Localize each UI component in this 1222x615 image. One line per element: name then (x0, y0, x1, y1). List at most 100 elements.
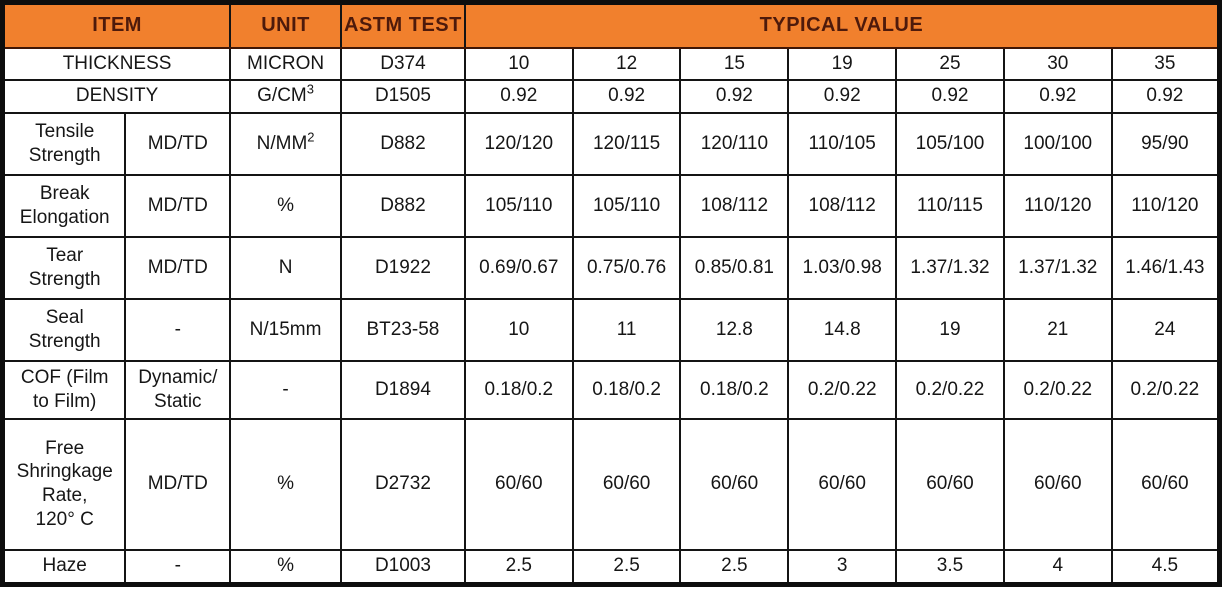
cell-value: 0.92 (1110, 78, 1221, 114)
cell-value: 120/110 (679, 111, 790, 176)
cell-astm: D374 (339, 46, 466, 81)
cell-value: 30 (1002, 46, 1113, 81)
cell-value: 25 (895, 46, 1005, 81)
row-tensile-strength: Tensile Strength MD/TD N/MM2 D882 120/12… (1, 111, 1221, 176)
cell-value: 60/60 (1002, 417, 1113, 551)
cell-astm: D1922 (339, 235, 466, 300)
cell-item: Tensile Strength (1, 111, 127, 176)
cell-item-sub: - (124, 548, 232, 586)
cell-astm: BT23-58 (339, 297, 466, 362)
row-thickness: THICKNESS MICRON D374 10 12 15 19 25 30 … (1, 46, 1221, 81)
cell-item-sub: MD/TD (124, 417, 232, 551)
row-haze: Haze - % D1003 2.5 2.5 2.5 3 3.5 4 4.5 (1, 548, 1221, 586)
cell-value: 0.18/0.2 (679, 359, 790, 420)
cell-value: 0.75/0.76 (571, 235, 682, 300)
cell-value: 0.85/0.81 (679, 235, 790, 300)
cell-item: Free Shringkage Rate, 120° C (1, 417, 127, 551)
cell-unit: G/CM3 (229, 78, 342, 114)
cell-value: 60/60 (895, 417, 1005, 551)
cell-astm: D1003 (339, 548, 466, 586)
cell-value: 110/105 (787, 111, 898, 176)
cell-item: Seal Strength (1, 297, 127, 362)
cell-item: DENSITY (1, 78, 232, 114)
cell-value: 12.8 (679, 297, 790, 362)
cell-value: 21 (1002, 297, 1113, 362)
header-item: ITEM (1, 1, 232, 49)
cell-value: 0.92 (787, 78, 898, 114)
cell-value: 0.18/0.2 (571, 359, 682, 420)
header-typical-value: TYPICAL VALUE (463, 1, 1221, 49)
cell-value: 60/60 (463, 417, 574, 551)
cell-value: 0.2/0.22 (1110, 359, 1221, 420)
cell-value: 105/110 (571, 173, 682, 238)
cell-unit: N/MM2 (229, 111, 342, 176)
header-unit: UNIT (229, 1, 342, 49)
row-free-shrinkage-rate: Free Shringkage Rate, 120° C MD/TD % D27… (1, 417, 1221, 551)
cell-value: 2.5 (571, 548, 682, 586)
cell-value: 0.69/0.67 (463, 235, 574, 300)
cell-value: 0.92 (679, 78, 790, 114)
cell-value: 1.37/1.32 (1002, 235, 1113, 300)
cell-value: 0.92 (463, 78, 574, 114)
cell-value: 15 (679, 46, 790, 81)
cell-value: 0.92 (571, 78, 682, 114)
cell-value: 19 (787, 46, 898, 81)
cell-value: 4.5 (1110, 548, 1221, 586)
cell-value: 10 (463, 297, 574, 362)
cell-value: 120/115 (571, 111, 682, 176)
cell-item: COF (Film to Film) (1, 359, 127, 420)
cell-value: 120/120 (463, 111, 574, 176)
cell-value: 105/100 (895, 111, 1005, 176)
cell-value: 0.2/0.22 (787, 359, 898, 420)
cell-value: 2.5 (463, 548, 574, 586)
cell-value: 12 (571, 46, 682, 81)
cell-value: 105/110 (463, 173, 574, 238)
cell-item-sub: Dynamic/ Static (124, 359, 232, 420)
cell-value: 1.37/1.32 (895, 235, 1005, 300)
cell-unit: N (229, 235, 342, 300)
cell-unit: % (229, 548, 342, 586)
cell-value: 10 (463, 46, 574, 81)
header-astm-test: ASTM TEST (339, 1, 466, 49)
spec-table: ITEM UNIT ASTM TEST TYPICAL VALUE THICKN… (0, 0, 1222, 587)
cell-value: 3 (787, 548, 898, 586)
table-header-row: ITEM UNIT ASTM TEST TYPICAL VALUE (1, 1, 1221, 49)
cell-unit: N/15mm (229, 297, 342, 362)
cell-unit: % (229, 173, 342, 238)
cell-astm: D1505 (339, 78, 466, 114)
cell-value: 60/60 (679, 417, 790, 551)
cell-value: 0.2/0.22 (1002, 359, 1113, 420)
cell-value: 1.46/1.43 (1110, 235, 1221, 300)
cell-value: 0.18/0.2 (463, 359, 574, 420)
cell-item-sub: - (124, 297, 232, 362)
cell-value: 0.2/0.22 (895, 359, 1005, 420)
cell-value: 110/120 (1110, 173, 1221, 238)
cell-item: Tear Strength (1, 235, 127, 300)
cell-value: 60/60 (787, 417, 898, 551)
cell-value: 14.8 (787, 297, 898, 362)
cell-unit: MICRON (229, 46, 342, 81)
row-seal-strength: Seal Strength - N/15mm BT23-58 10 11 12.… (1, 297, 1221, 362)
cell-value: 108/112 (787, 173, 898, 238)
cell-item-sub: MD/TD (124, 173, 232, 238)
cell-value: 60/60 (1110, 417, 1221, 551)
cell-value: 100/100 (1002, 111, 1113, 176)
row-tear-strength: Tear Strength MD/TD N D1922 0.69/0.67 0.… (1, 235, 1221, 300)
cell-value: 2.5 (679, 548, 790, 586)
cell-astm: D2732 (339, 417, 466, 551)
row-density: DENSITY G/CM3 D1505 0.92 0.92 0.92 0.92 … (1, 78, 1221, 114)
cell-value: 0.92 (1002, 78, 1113, 114)
cell-value: 60/60 (571, 417, 682, 551)
cell-value: 95/90 (1110, 111, 1221, 176)
cell-item: Break Elongation (1, 173, 127, 238)
cell-item: Haze (1, 548, 127, 586)
cell-value: 19 (895, 297, 1005, 362)
cell-value: 24 (1110, 297, 1221, 362)
cell-value: 0.92 (895, 78, 1005, 114)
cell-value: 3.5 (895, 548, 1005, 586)
cell-astm: D1894 (339, 359, 466, 420)
cell-value: 11 (571, 297, 682, 362)
cell-item: THICKNESS (1, 46, 232, 81)
cell-value: 108/112 (679, 173, 790, 238)
cell-value: 110/120 (1002, 173, 1113, 238)
